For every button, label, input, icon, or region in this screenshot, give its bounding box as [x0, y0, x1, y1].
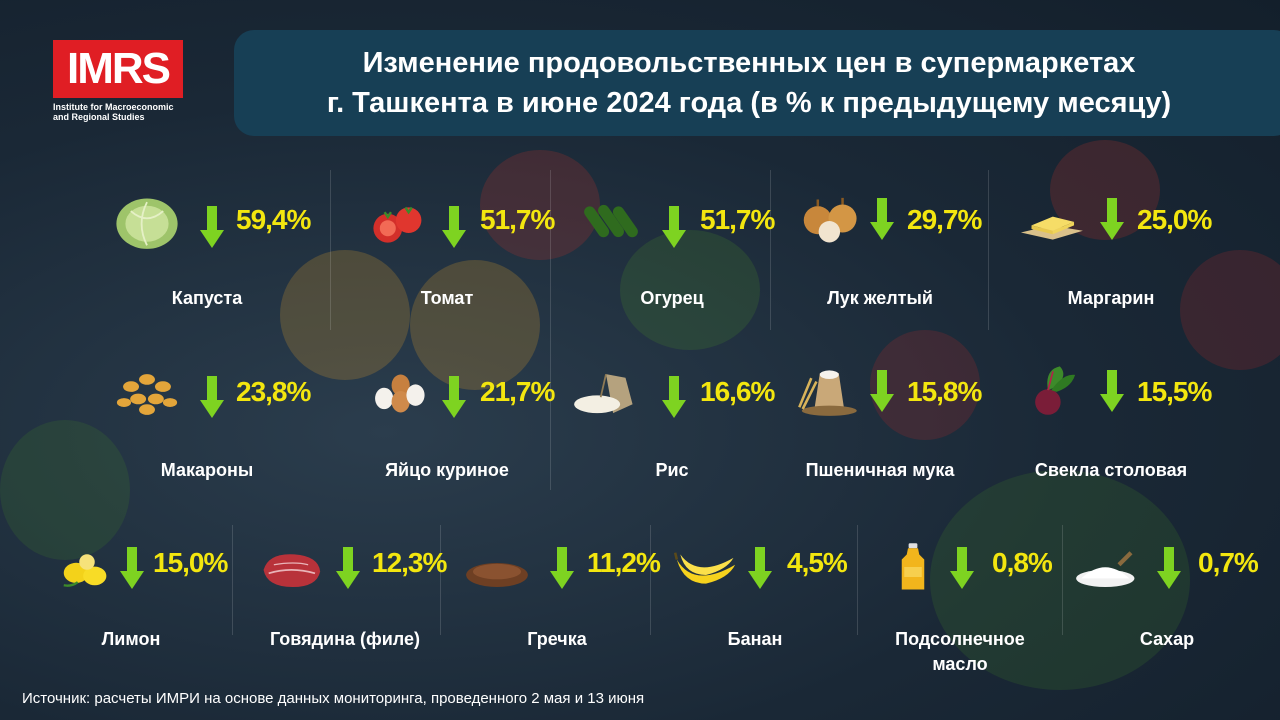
product-name: Яйцо куриное [337, 460, 557, 481]
product-name-line1: Рис [655, 460, 689, 480]
product-name-line1: Томат [420, 288, 474, 308]
arrow-down-icon [336, 547, 360, 589]
buckwheat-icon [456, 534, 538, 604]
arrow-down-icon [442, 376, 466, 418]
price-change-value: 59,4% [236, 204, 311, 235]
product-name-line1: Подсолнечное [895, 629, 1025, 649]
arrow-down-icon [748, 547, 772, 589]
product-name-line1: Свекла столовая [1034, 460, 1188, 480]
arrow-down-icon [662, 376, 686, 418]
price-change-value: 4,5% [787, 547, 848, 578]
imrs-logo: IMRS Institute for Macroeconomic and Reg… [53, 40, 185, 122]
product-name: Макароны [97, 460, 317, 481]
page-title-line1: Изменение продовольственных цен в суперм… [362, 47, 1136, 79]
cucumber-icon [574, 186, 656, 256]
beef-icon [250, 534, 332, 604]
product-name: Банан [645, 629, 865, 650]
product-name-line1: Сахар [1139, 629, 1195, 649]
rice-icon [565, 356, 647, 426]
product-name-line1: Маргарин [1067, 288, 1155, 308]
product-name-line1: Лимон [101, 629, 161, 649]
product-name-line1: Капуста [171, 288, 243, 308]
tomato-icon [358, 186, 440, 256]
arrow-down-icon [870, 198, 894, 240]
arrow-down-icon [950, 547, 974, 589]
price-change-value: 15,8% [907, 376, 982, 407]
price-change-value: 21,7% [480, 376, 555, 407]
product-name: Сахар [1057, 629, 1277, 650]
product-name-line1: Говядина (филе) [269, 629, 421, 649]
arrow-down-icon [120, 547, 144, 589]
arrow-down-icon [662, 206, 686, 248]
arrow-down-icon [1100, 198, 1124, 240]
product-name-line1: Лук желтый [827, 288, 933, 308]
onion-icon [790, 186, 872, 256]
page-title-line2: г. Ташкента в июне 2024 года (в % к пред… [326, 87, 1172, 119]
product-name-line2: масло [932, 654, 988, 674]
margarine-icon [1010, 186, 1092, 256]
title-bar: Изменение продовольственных цен в суперм… [234, 30, 1280, 136]
product-name: Свекла столовая [1001, 460, 1221, 481]
arrow-down-icon [200, 376, 224, 418]
arrow-down-icon [1157, 547, 1181, 589]
product-name: Подсолнечное масло [850, 629, 1070, 675]
product-name: Лук желтый [770, 288, 990, 309]
source-note: Источник: расчеты ИМРИ на основе данных … [22, 690, 645, 707]
pasta-icon [106, 356, 188, 426]
banana-icon [665, 534, 747, 604]
product-name: Рис [562, 460, 782, 481]
product-name-line1: Яйцо куриное [385, 460, 509, 480]
price-change-value: 51,7% [480, 204, 555, 235]
price-change-value: 25,0% [1137, 204, 1212, 235]
product-name: Лимон [21, 629, 241, 650]
price-change-value: 15,0% [153, 547, 228, 578]
product-name: Маргарин [1001, 288, 1221, 309]
logo-subtitle: Institute for Macroeconomic and Regional… [53, 102, 185, 122]
product-name: Капуста [97, 288, 317, 309]
oil-bottle-icon [872, 522, 954, 612]
price-change-value: 51,7% [700, 204, 775, 235]
product-name: Говядина (филе) [235, 629, 455, 650]
logo-subtitle-line1: Institute for Macroeconomic [53, 102, 174, 112]
lemon-icon [46, 534, 128, 604]
flour-icon [784, 356, 866, 426]
arrow-down-icon [870, 370, 894, 412]
beet-icon [1012, 356, 1094, 426]
product-name-line1: Пшеничная мука [805, 460, 955, 480]
product-name: Гречка [447, 629, 667, 650]
product-name: Огурец [562, 288, 782, 309]
price-change-value: 29,7% [907, 204, 982, 235]
arrow-down-icon [1100, 370, 1124, 412]
price-change-value: 16,6% [700, 376, 775, 407]
sugar-icon [1066, 534, 1148, 604]
price-change-value: 12,3% [372, 547, 447, 578]
price-change-value: 0,7% [1198, 547, 1259, 578]
price-change-value: 11,2% [587, 547, 661, 578]
price-change-value: 0,8% [992, 547, 1053, 578]
product-name-line1: Макароны [160, 460, 254, 480]
product-name-line1: Гречка [527, 629, 587, 649]
product-name-line1: Огурец [640, 288, 704, 308]
eggs-icon [358, 356, 440, 426]
cabbage-icon [106, 186, 188, 256]
arrow-down-icon [200, 206, 224, 248]
logo-subtitle-line2: and Regional Studies [53, 112, 145, 122]
product-name: Томат [337, 288, 557, 309]
product-name-line1: Банан [727, 629, 783, 649]
price-change-value: 15,5% [1137, 376, 1212, 407]
product-name: Пшеничная мука [770, 460, 990, 481]
price-change-value: 23,8% [236, 376, 311, 407]
arrow-down-icon [442, 206, 466, 248]
logo-mark: IMRS [53, 40, 183, 98]
arrow-down-icon [550, 547, 574, 589]
